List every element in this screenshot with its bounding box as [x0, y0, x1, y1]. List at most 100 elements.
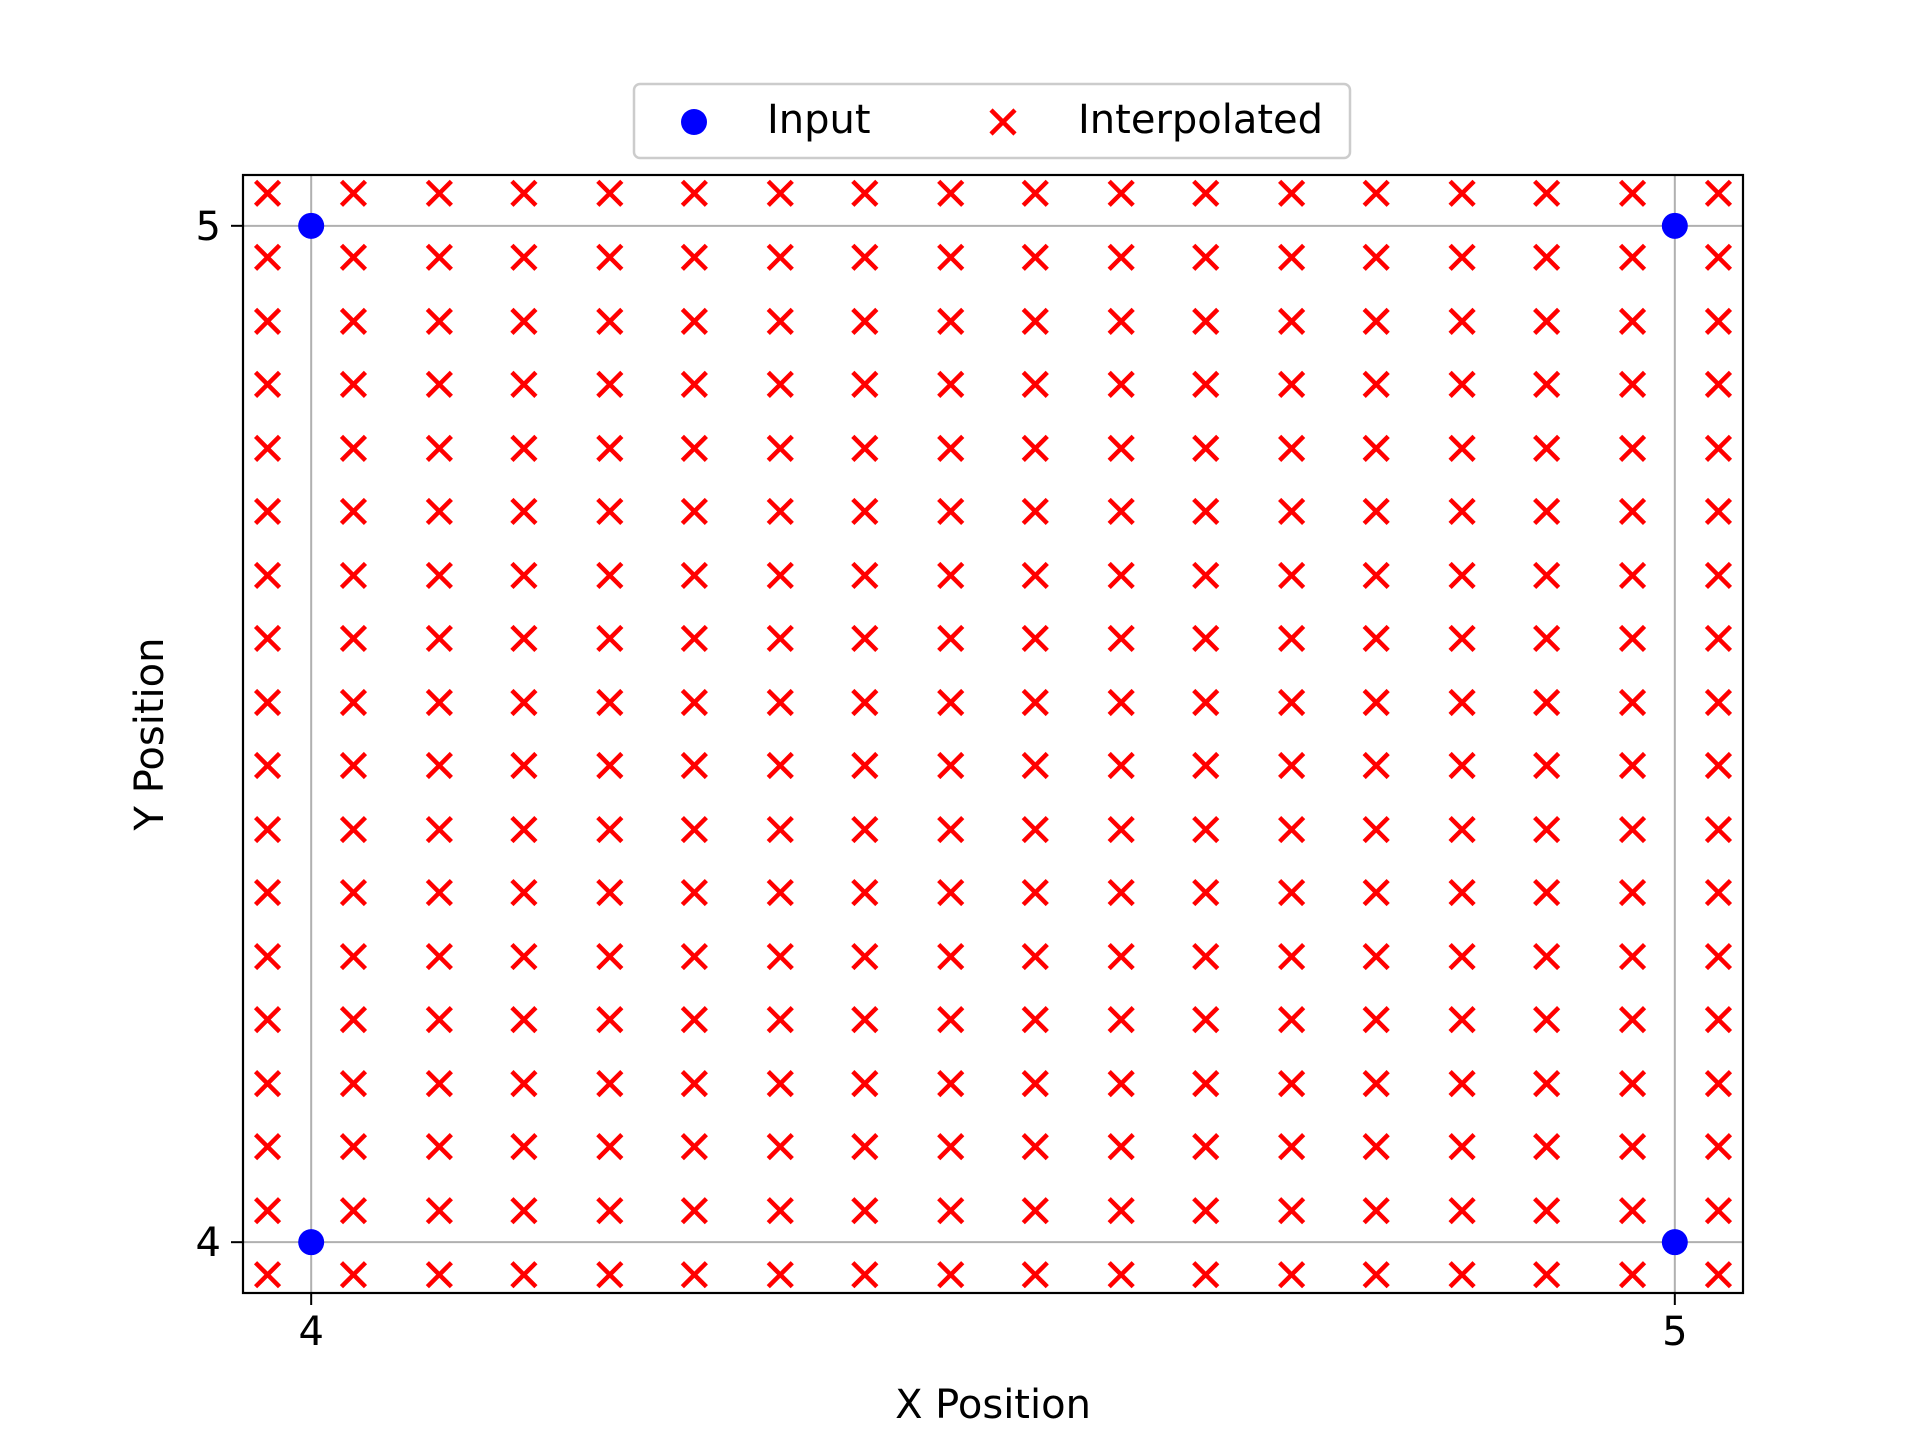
interpolated-point [1448, 243, 1476, 271]
interpolated-point [680, 497, 708, 526]
interpolated-point [1362, 1197, 1390, 1225]
interpolated-point [851, 179, 879, 207]
interpolated-point [339, 497, 368, 526]
interpolated-point [339, 688, 368, 717]
interpolated-point [1192, 370, 1220, 398]
interpolated-point [937, 307, 965, 335]
interpolated-point [680, 751, 708, 780]
interpolated-point [851, 370, 879, 398]
interpolated-point [1278, 815, 1306, 844]
interpolated-point [253, 1070, 282, 1098]
interpolated-point [339, 1133, 368, 1161]
interpolated-point [851, 243, 879, 271]
interpolated-point [1448, 1133, 1476, 1161]
interpolated-point [1192, 815, 1220, 844]
interpolated-point [1533, 307, 1561, 335]
interpolated-point [1278, 434, 1306, 462]
legend-box [632, 82, 1352, 160]
interpolated-point [510, 878, 538, 907]
interpolated-point [680, 942, 708, 971]
interpolated-point [425, 1261, 453, 1289]
interpolated-point [937, 878, 965, 907]
interpolated-point [1021, 815, 1049, 844]
interpolated-point [1704, 179, 1733, 207]
interpolated-point [1192, 751, 1220, 780]
interpolated-point [1107, 1006, 1135, 1034]
interpolated-point [937, 1006, 965, 1034]
interpolated-point [766, 1070, 794, 1098]
interpolated-point [425, 751, 453, 780]
interpolated-point [851, 1070, 879, 1098]
interpolated-point [1704, 815, 1733, 844]
interpolated-point [680, 370, 708, 398]
interpolated-point [1278, 1261, 1306, 1289]
interpolated-point [425, 1197, 453, 1225]
x-axis-label: X Position [895, 1382, 1091, 1428]
interpolated-point [1362, 434, 1390, 462]
interpolated-point [1618, 1261, 1647, 1289]
interpolated-point [1278, 497, 1306, 526]
interpolated-point [1107, 370, 1135, 398]
interpolated-point [1618, 624, 1647, 653]
interpolated-point [339, 1070, 368, 1098]
interpolated-point [851, 1261, 879, 1289]
interpolated-point [1192, 179, 1220, 207]
interpolated-point [1192, 1006, 1220, 1034]
interpolated-point [937, 688, 965, 717]
interpolated-point [1533, 434, 1561, 462]
interpolated-point [1533, 751, 1561, 780]
interpolated-point [937, 1261, 965, 1289]
interpolated-point [1704, 1006, 1733, 1034]
interpolated-point [1704, 688, 1733, 717]
legend-interpolated-label: Interpolated [1078, 97, 1323, 143]
interpolated-point [1107, 434, 1135, 462]
interpolated-point [1448, 434, 1476, 462]
interpolated-point [1533, 497, 1561, 526]
interpolated-point [425, 1133, 453, 1161]
interpolated-point [339, 942, 368, 971]
interpolated-point [510, 370, 538, 398]
interpolated-point [766, 942, 794, 971]
interpolated-point [1704, 1070, 1733, 1098]
interpolated-point [1618, 1006, 1647, 1034]
interpolated-point [596, 815, 624, 844]
interpolated-point [510, 1197, 538, 1225]
interpolated-point [596, 561, 624, 590]
interpolated-point [1278, 370, 1306, 398]
interpolated-point [1362, 1261, 1390, 1289]
interpolated-point [680, 815, 708, 844]
interpolated-point [1192, 561, 1220, 590]
interpolated-point [1021, 307, 1049, 335]
x-tick-label-0: 4 [298, 1309, 323, 1355]
axis-ticks: 4 5 4 5 [196, 204, 1688, 1355]
interpolated-point [1704, 1133, 1733, 1161]
y-tick-label-0: 4 [196, 1220, 221, 1266]
interpolated-point [1021, 497, 1049, 526]
input-point [1661, 212, 1688, 239]
interpolated-point [1362, 815, 1390, 844]
interpolated-point [1448, 1070, 1476, 1098]
interpolated-point [1107, 497, 1135, 526]
interpolated-point [1704, 751, 1733, 780]
interpolated-point [253, 243, 282, 271]
interpolated-point [680, 688, 708, 717]
interpolated-point [937, 370, 965, 398]
interpolated-point [596, 370, 624, 398]
interpolated-point [596, 1133, 624, 1161]
interpolated-point [937, 815, 965, 844]
interpolated-point [766, 434, 794, 462]
interpolated-point [596, 942, 624, 971]
interpolated-point [510, 942, 538, 971]
legend-interpolated-x [989, 108, 1017, 136]
interpolated-point [766, 497, 794, 526]
interpolated-point [425, 1006, 453, 1034]
plot-marks [253, 179, 1733, 1289]
interpolated-point [1278, 1070, 1306, 1098]
interpolated-point [1618, 243, 1647, 271]
interpolated-point [1021, 561, 1049, 590]
interpolated-point [1533, 1261, 1561, 1289]
interpolated-point [1278, 179, 1306, 207]
interpolated-point [937, 1070, 965, 1098]
interpolated-point [1278, 688, 1306, 717]
interpolated-point [510, 1006, 538, 1034]
